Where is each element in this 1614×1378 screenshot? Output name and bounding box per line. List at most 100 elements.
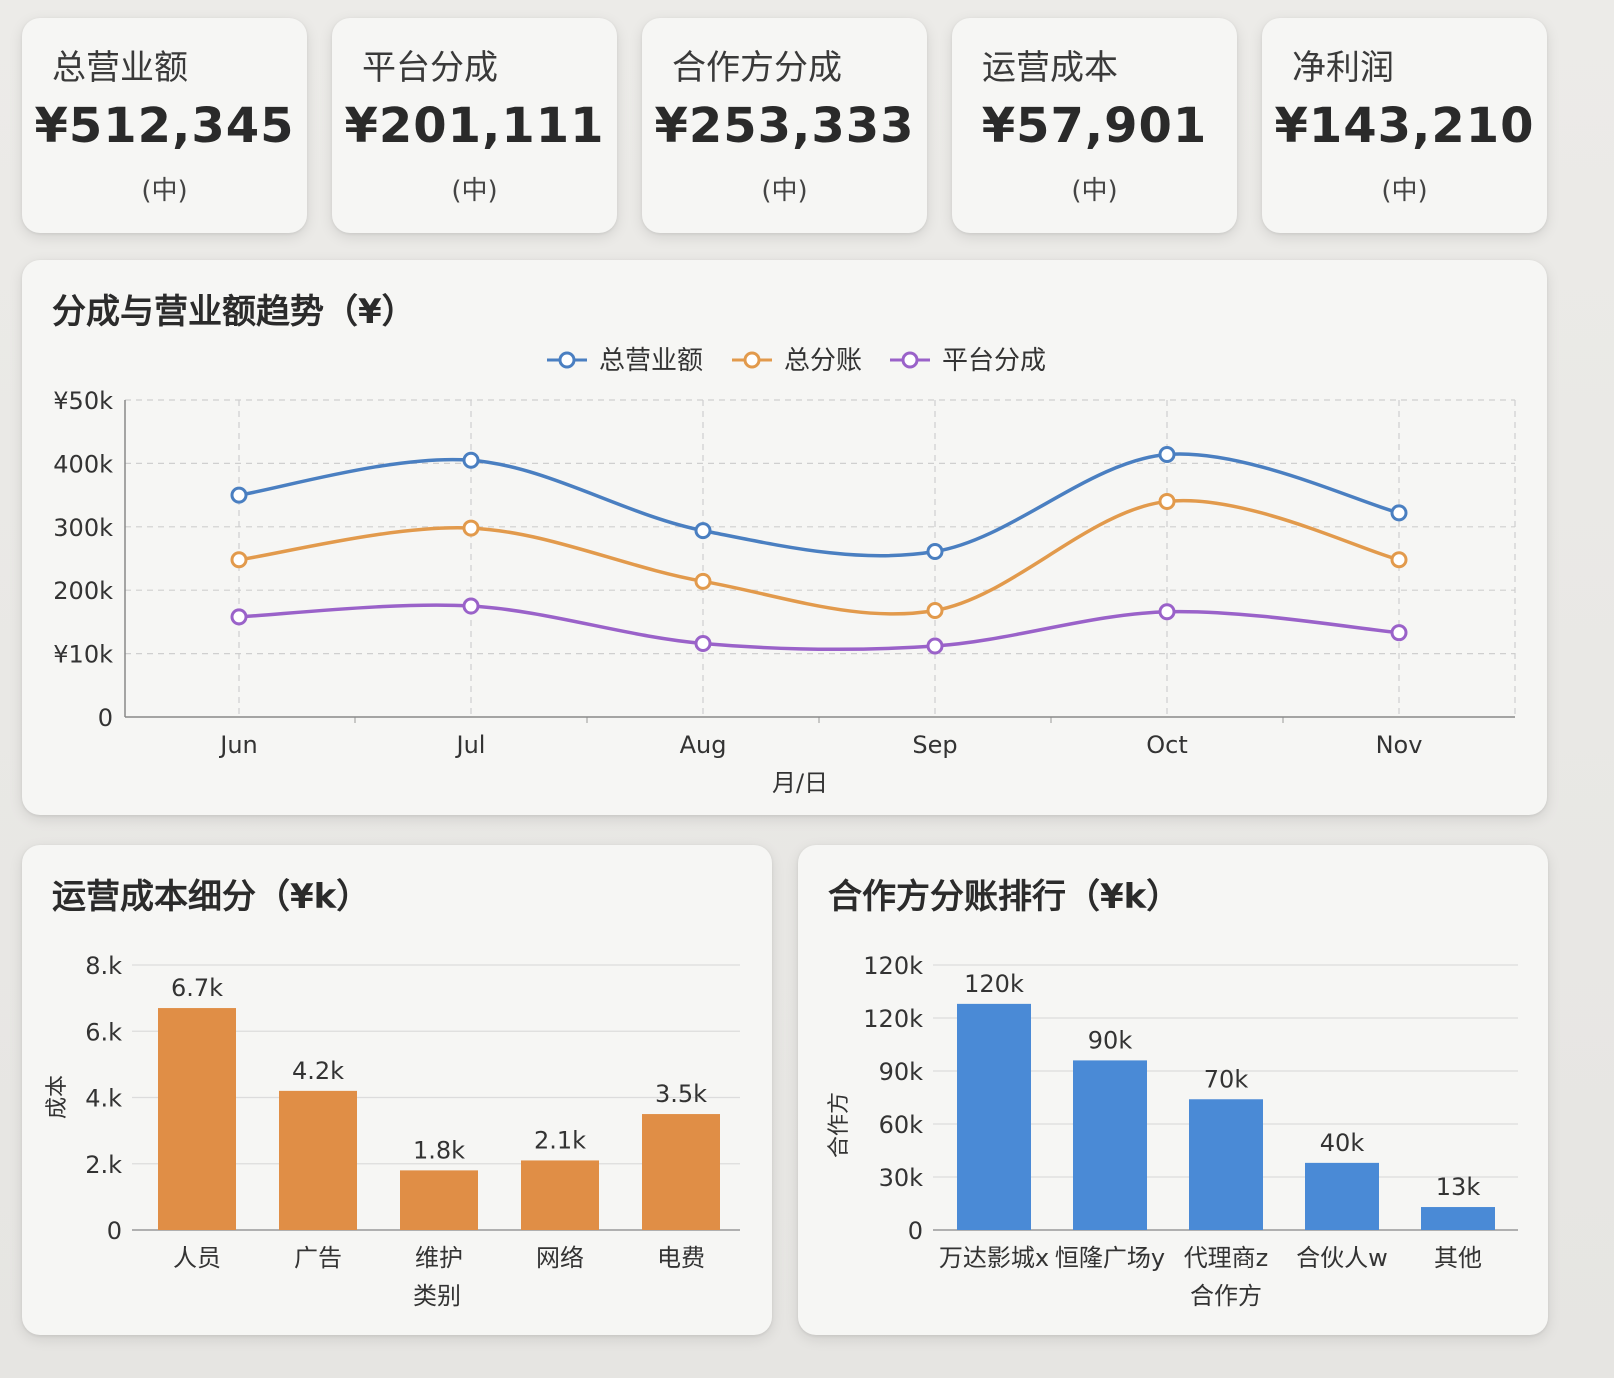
x-tick-label: 万达影城x <box>939 1244 1049 1272</box>
legend-label: 平台分成 <box>942 346 1046 376</box>
kpi-value: ¥57,901 <box>981 98 1208 154</box>
data-point <box>694 572 712 590</box>
y-axis-label: 成本 <box>45 1075 70 1119</box>
x-tick-label: 人员 <box>173 1244 221 1272</box>
data-point <box>926 543 944 561</box>
kpi-value: ¥253,333 <box>654 98 915 154</box>
data-point <box>230 486 248 504</box>
x-tick-label: Aug <box>680 731 727 759</box>
kpi-label: 总营业额 <box>52 48 188 88</box>
data-point <box>1390 504 1408 522</box>
x-tick-label: 合伙人w <box>1296 1244 1388 1272</box>
series-line <box>238 498 1400 616</box>
data-point <box>462 519 480 537</box>
x-tick-label: Nov <box>1376 731 1423 759</box>
kpi-note: (中) <box>761 176 808 206</box>
y-axis-label: 合作方 <box>827 1092 852 1158</box>
kpi-label: 运营成本 <box>982 48 1118 88</box>
y-tick-label: 400k <box>53 450 113 478</box>
bar-data-label: 4.2k <box>292 1057 344 1085</box>
bar-data-label: 40k <box>1320 1129 1365 1157</box>
y-tick-label: 0 <box>107 1217 122 1245</box>
x-tick-label: 网络 <box>536 1244 584 1272</box>
kpi-card-partner-share: 合作方分成 ¥253,333 (中) <box>642 18 927 233</box>
x-tick-label: Jun <box>218 731 258 759</box>
bar-data-label: 1.8k <box>413 1136 465 1164</box>
y-tick-label: ¥50k <box>53 387 113 415</box>
x-axis-label: 合作方 <box>1190 1282 1262 1310</box>
y-tick-label: 200k <box>53 577 113 605</box>
kpi-label: 平台分成 <box>362 48 498 88</box>
y-tick-label: 0 <box>98 704 113 732</box>
x-tick-label: 维护 <box>415 1244 463 1272</box>
data-point <box>1390 551 1408 569</box>
kpi-value: ¥143,210 <box>1274 98 1535 154</box>
data-point <box>462 451 480 469</box>
legend-label: 总营业额 <box>599 346 703 376</box>
kpi-note: (中) <box>451 176 498 206</box>
y-tick-label: 90k <box>879 1058 924 1086</box>
kpi-note: (中) <box>1381 176 1428 206</box>
data-point <box>230 551 248 569</box>
y-tick-label: ¥10k <box>53 641 113 669</box>
x-tick-label: 电费 <box>657 1244 705 1272</box>
bar-data-label: 6.7k <box>171 974 223 1002</box>
series-line <box>238 452 1400 558</box>
bar <box>1073 1060 1147 1230</box>
kpi-card-net-profit: 净利润 ¥143,210 (中) <box>1262 18 1547 233</box>
y-tick-label: 120k <box>863 1005 923 1033</box>
trend-panel: 分成与营业额趋势（¥） 0 ¥10k 200k 300k 400k ¥50k Jun Jul A… <box>22 260 1547 815</box>
legend-label: 总分账 <box>784 346 862 376</box>
cost-panel: 运营成本细分（¥k） 0 2.k 4.k 6.k 8.k 6.7k 人员 4.2k 广告 1.8k… <box>22 845 772 1335</box>
y-tick-label: 4.k <box>85 1085 122 1113</box>
bar-data-label: 120k <box>964 970 1024 998</box>
bar <box>1305 1162 1379 1230</box>
y-tick-label: 0 <box>908 1217 923 1245</box>
x-tick-label: Sep <box>912 731 957 759</box>
x-tick-label: 恒隆广场y <box>1055 1244 1165 1272</box>
data-point <box>926 601 944 619</box>
bar-data-label: 70k <box>1204 1065 1249 1093</box>
trend-title: 分成与营业额趋势（¥） <box>52 292 416 332</box>
y-tick-label: 6.k <box>85 1018 122 1046</box>
trend-chart: 0 ¥10k 200k 300k 400k ¥50k Jun Jul Aug Sep Oct Nov 月… <box>53 346 1516 797</box>
bar <box>521 1160 599 1230</box>
y-tick-label: 60k <box>879 1111 924 1139</box>
kpi-card-platform-share: 平台分成 ¥201,111 (中) <box>332 18 617 233</box>
bar-data-label: 3.5k <box>655 1080 707 1108</box>
bar <box>279 1090 357 1230</box>
data-point <box>230 608 248 626</box>
data-point <box>1390 624 1408 642</box>
data-point <box>1158 492 1176 510</box>
bar-data-label: 2.1k <box>534 1126 586 1154</box>
kpi-note: (中) <box>1071 176 1118 206</box>
x-axis-label: 月/日 <box>772 769 828 797</box>
kpi-label: 合作方分成 <box>672 48 842 88</box>
y-tick-label: 2.k <box>85 1151 122 1179</box>
legend-marker <box>743 351 761 369</box>
data-point <box>694 634 712 652</box>
partner-panel: 合作方分账排行（¥k） 0 30k 60k 90k 120k 120k 120k 万达影城x 9… <box>798 845 1548 1335</box>
bar-data-label: 13k <box>1436 1173 1481 1201</box>
y-tick-label: 120k <box>863 952 923 980</box>
bar-data-label: 90k <box>1088 1026 1133 1054</box>
bar <box>642 1114 720 1230</box>
data-point <box>926 637 944 655</box>
partner-chart: 0 30k 60k 90k 120k 120k 120k 万达影城x 90k 恒隆广场y 70k 代理… <box>827 952 1518 1310</box>
kpi-note: (中) <box>141 176 188 206</box>
bar <box>158 1008 236 1230</box>
cost-title: 运营成本细分（¥k） <box>52 877 371 917</box>
data-point <box>462 597 480 615</box>
x-tick-label: Jul <box>455 731 486 759</box>
x-tick-label: 其他 <box>1434 1244 1482 1272</box>
x-tick-label: 代理商z <box>1184 1244 1269 1272</box>
cost-chart: 0 2.k 4.k 6.k 8.k 6.7k 人员 4.2k 广告 1.8k 维护 2.1k 网络 3.5… <box>45 952 740 1310</box>
y-tick-label: 8.k <box>85 952 122 980</box>
legend-marker <box>901 351 919 369</box>
y-tick-label: 30k <box>879 1164 924 1192</box>
legend-marker <box>558 351 576 369</box>
bar <box>1189 1099 1263 1230</box>
kpi-card-revenue: 总营业额 ¥512,345 (中) <box>22 18 307 233</box>
bar <box>400 1170 478 1230</box>
kpi-value: ¥201,111 <box>344 98 605 154</box>
